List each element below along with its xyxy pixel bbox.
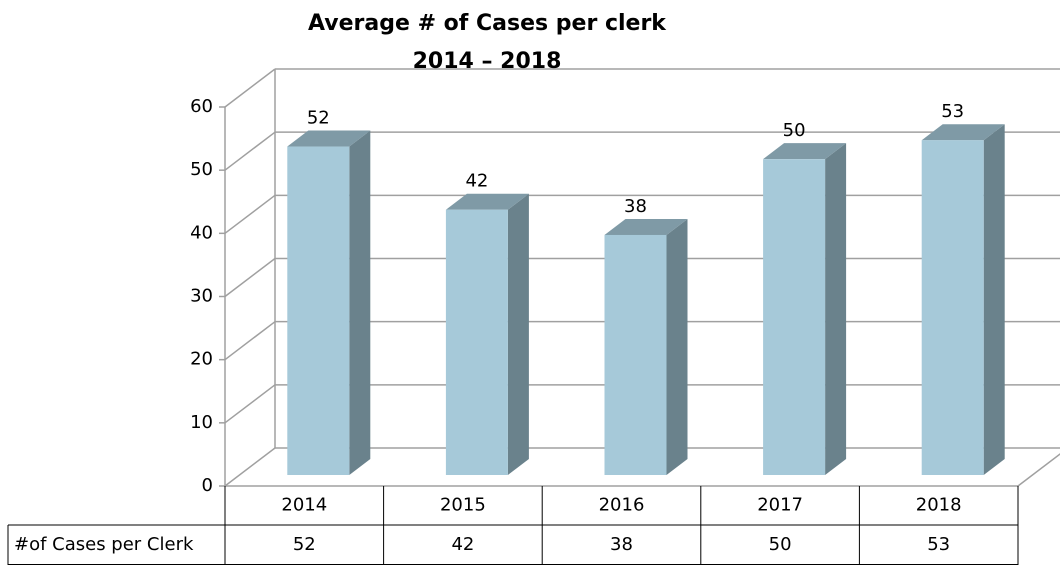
grid-line	[224, 68, 276, 108]
bar-side	[666, 218, 688, 475]
x-tick-label: 2015	[440, 495, 486, 516]
grid-line	[224, 131, 276, 171]
data-label: 50	[783, 120, 806, 141]
table-value: 38	[610, 534, 633, 555]
y-tick-label: 20	[190, 349, 213, 370]
grid-line	[224, 257, 276, 298]
data-label: 52	[307, 108, 330, 129]
bar-side	[349, 130, 371, 476]
y-tick-label: 40	[190, 222, 213, 243]
table-value: 53	[927, 534, 950, 555]
bar-top	[287, 130, 371, 147]
bar-top	[921, 124, 1005, 141]
data-label: 53	[941, 101, 964, 122]
bar-side	[825, 143, 847, 475]
y-tick-label: 50	[190, 159, 213, 180]
bar-top	[604, 218, 688, 235]
bar-top	[445, 193, 529, 210]
bar	[763, 159, 826, 475]
bar-side	[507, 193, 529, 475]
chart-subtitle: 2014 – 2018	[413, 49, 562, 74]
chart-title: Average # of Cases per clerk	[308, 11, 667, 36]
y-tick-label: 10	[190, 412, 213, 433]
grid-line	[224, 447, 276, 487]
bar-side	[983, 124, 1005, 475]
table-value: 42	[451, 534, 474, 555]
y-tick-label: 0	[202, 475, 213, 496]
bar	[921, 140, 984, 475]
y-tick-label: 30	[190, 286, 213, 307]
table-value: 52	[293, 534, 316, 555]
grid-line	[224, 384, 276, 424]
bar	[287, 146, 350, 476]
x-tick-label: 2018	[916, 495, 962, 516]
table-value: 50	[769, 534, 792, 555]
bar	[604, 234, 667, 475]
legend-label: #of Cases per Clerk	[14, 534, 194, 555]
grid-line	[224, 321, 276, 361]
x-tick-label: 2016	[599, 495, 645, 516]
data-label: 38	[624, 196, 647, 217]
x-tick-label: 2017	[757, 495, 803, 516]
x-tick-label: 2014	[281, 495, 327, 516]
y-tick-label: 60	[190, 96, 213, 117]
bar	[445, 209, 508, 475]
floor-edge	[1017, 453, 1060, 487]
data-label: 42	[465, 171, 488, 192]
grid-line	[224, 194, 276, 234]
bar-top	[763, 143, 847, 160]
